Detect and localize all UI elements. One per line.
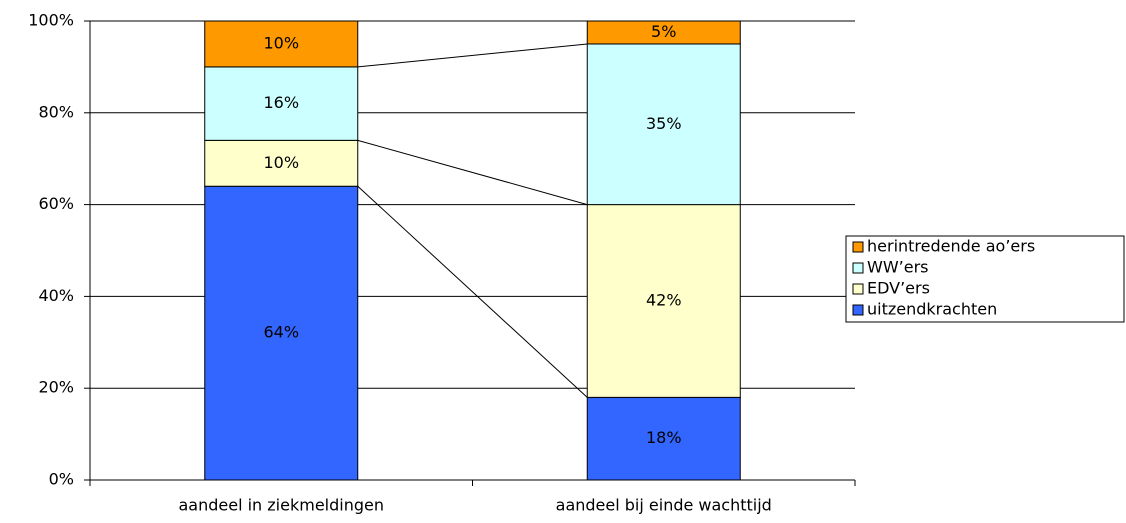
x-tick-label: aandeel bij einde wachttijd [556,496,772,515]
x-tick-label: aandeel in ziekmeldingen [178,496,384,515]
data-label: 18% [646,428,682,447]
data-label: 16% [263,93,299,112]
legend-label: herintredende ao’ers [867,237,1035,256]
legend-label: uitzendkrachten [867,300,997,319]
bar-segment [204,20,359,68]
data-label: 64% [263,323,299,342]
y-tick-label: 80% [38,102,74,121]
legend-label: WW’ers [867,258,928,277]
bar-segment [204,185,359,481]
data-label: 42% [646,290,682,309]
data-label: 10% [263,33,299,52]
series-line [357,185,588,398]
y-tick-label: 0% [49,470,74,489]
legend-swatch [852,283,864,295]
bar-segment [586,20,741,45]
data-label: 35% [646,114,682,133]
legend-box [845,235,1125,323]
y-tick-label: 60% [38,194,74,213]
y-tick-label: 40% [38,286,74,305]
bar-segment [586,396,741,481]
y-tick-label: 100% [28,11,74,30]
bar-segment [204,66,359,141]
legend-label: EDV’ers [867,279,930,298]
series-line [357,139,588,206]
legend-swatch [852,241,864,253]
series-line [357,43,588,68]
bar-segment [204,139,359,187]
legend-swatch [852,262,864,274]
y-tick-label: 20% [38,378,74,397]
bar-segment [586,204,741,398]
data-label: 10% [263,153,299,172]
data-label: 5% [651,22,676,41]
legend-swatch [852,304,864,316]
